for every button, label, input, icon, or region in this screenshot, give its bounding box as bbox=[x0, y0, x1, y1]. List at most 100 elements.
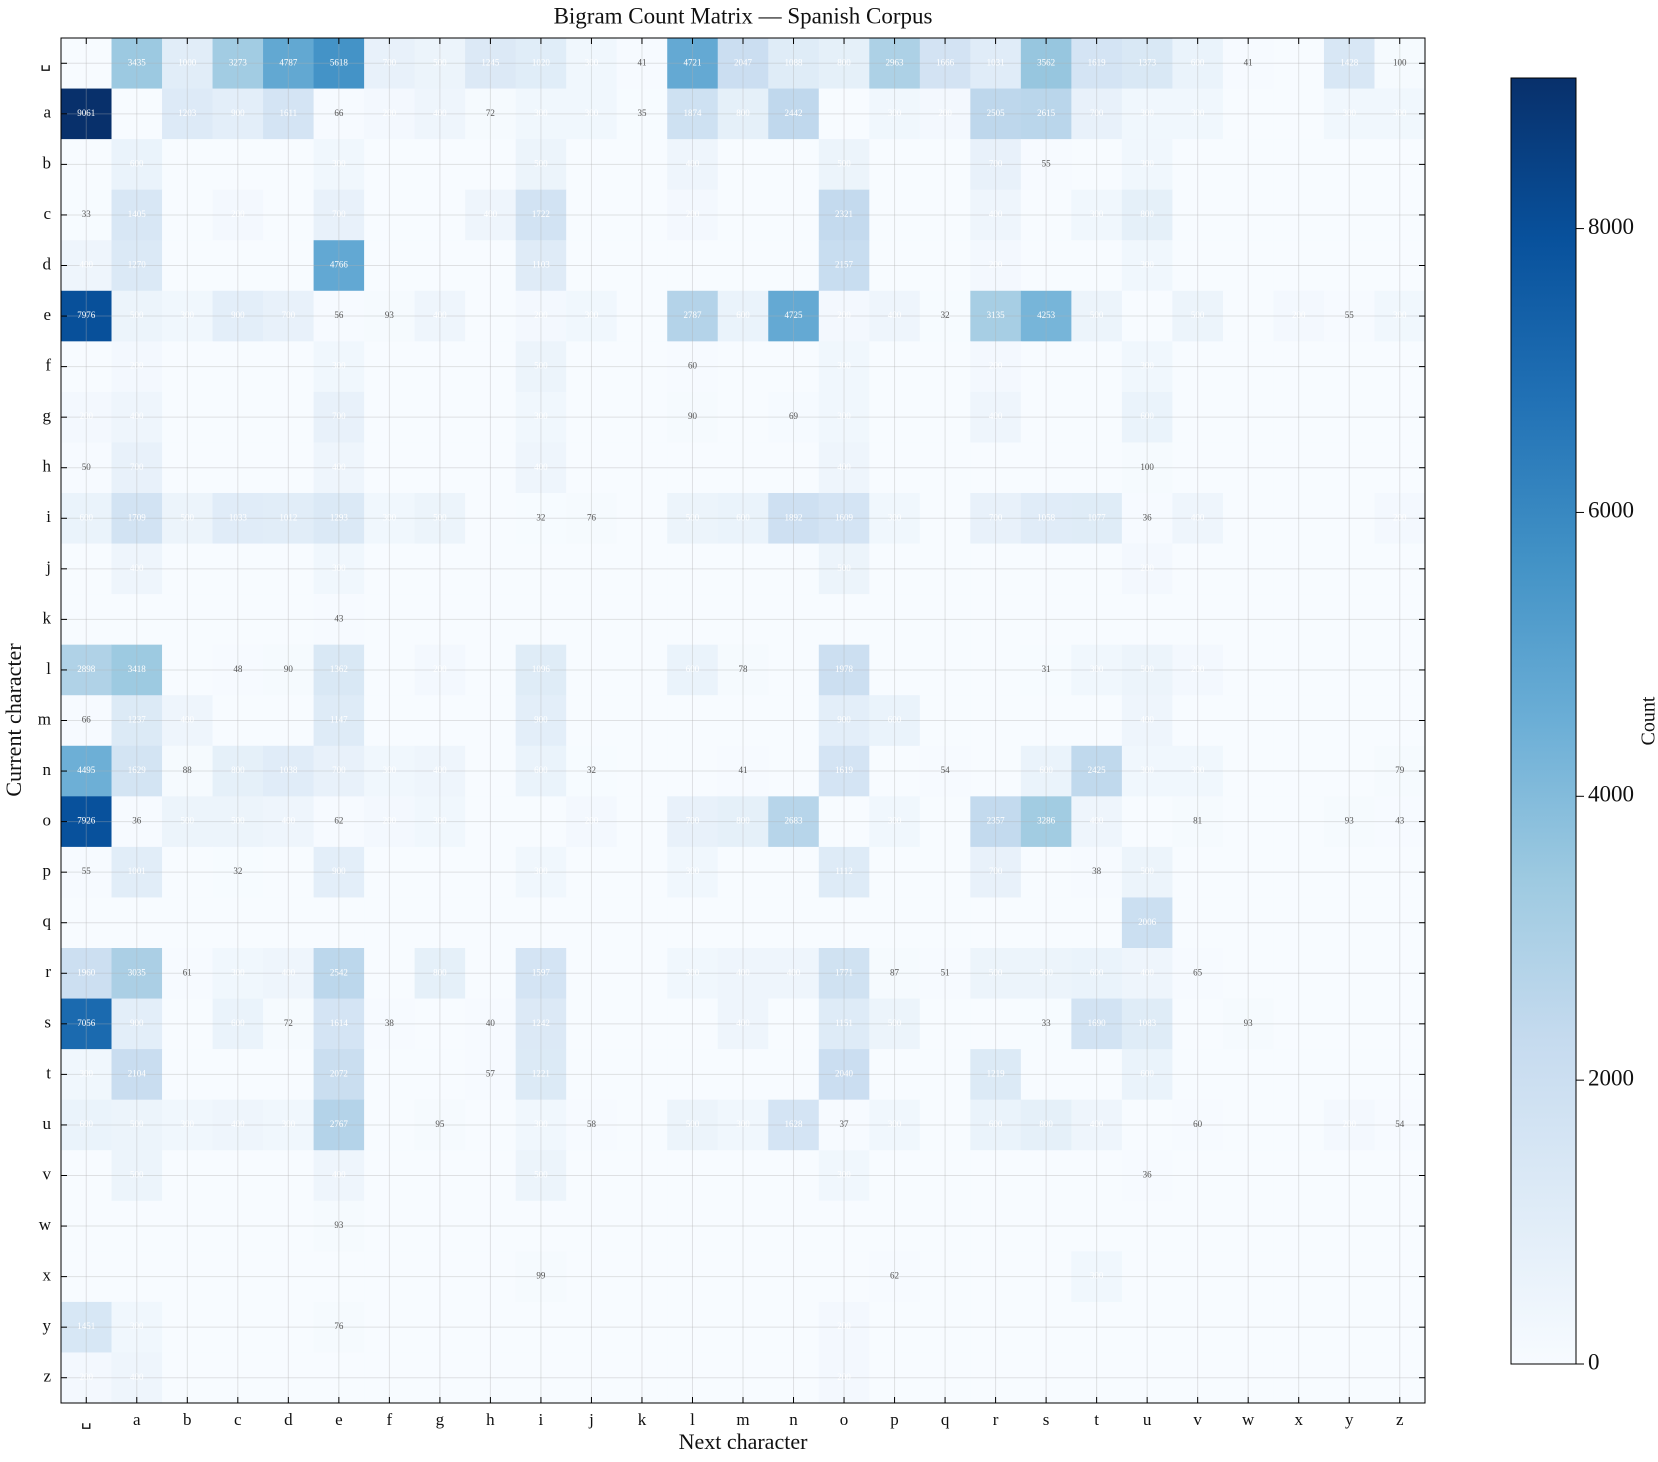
colorbar-label: Count bbox=[1638, 696, 1658, 745]
heatmap-cell bbox=[566, 543, 618, 595]
heatmap-cell bbox=[818, 1049, 870, 1101]
heatmap-cell bbox=[1172, 442, 1224, 494]
heatmap-cell bbox=[111, 189, 163, 241]
heatmap-cell bbox=[717, 341, 769, 393]
cell-label: 38 bbox=[385, 1018, 395, 1028]
heatmap-cell bbox=[162, 1099, 214, 1151]
heatmap-cell bbox=[717, 1352, 769, 1404]
heatmap-cell bbox=[212, 493, 264, 545]
heatmap-cell bbox=[515, 240, 567, 292]
cell-label: 1771 bbox=[835, 967, 853, 977]
heatmap-cell bbox=[768, 493, 820, 545]
heatmap-cell bbox=[667, 341, 719, 393]
cell-label: 300 bbox=[181, 310, 195, 320]
heatmap-cell bbox=[364, 695, 416, 747]
heatmap-cell bbox=[1121, 897, 1173, 949]
heatmap-cell bbox=[364, 594, 416, 646]
cell-label: 3035 bbox=[128, 967, 147, 977]
heatmap-cell bbox=[61, 290, 113, 342]
heatmap-cell bbox=[768, 391, 820, 443]
cell-label: 600 bbox=[1191, 57, 1205, 67]
cell-label: 2006 bbox=[1138, 917, 1157, 927]
heatmap-cell bbox=[818, 290, 870, 342]
cell-label: 40 bbox=[486, 1018, 496, 1028]
heatmap-cell bbox=[919, 1049, 971, 1101]
cell-label: 2321 bbox=[835, 209, 853, 219]
cell-label: 300 bbox=[585, 57, 599, 67]
cell-label: 500 bbox=[686, 512, 700, 522]
heatmap-cell bbox=[869, 998, 921, 1050]
heatmap-cell bbox=[1071, 1301, 1123, 1353]
heatmap-cell bbox=[1222, 644, 1274, 696]
heatmap-cell bbox=[313, 948, 365, 1000]
cell-label: 400 bbox=[1140, 967, 1154, 977]
heatmap-cell bbox=[869, 38, 921, 90]
cell-label: 2072 bbox=[330, 1068, 348, 1078]
cell-label: 2787 bbox=[683, 310, 702, 320]
heatmap-cell bbox=[768, 543, 820, 595]
heatmap-cell bbox=[667, 1251, 719, 1303]
heatmap-cell bbox=[1323, 745, 1375, 797]
cell-label: 1033 bbox=[229, 512, 248, 522]
y-tick-label: y bbox=[43, 1316, 52, 1335]
heatmap-cell bbox=[1273, 1352, 1325, 1404]
cell-label: 500 bbox=[181, 512, 195, 522]
y-axis-label: Current character bbox=[1, 643, 26, 797]
heatmap-cell bbox=[61, 644, 113, 696]
cell-label: 76 bbox=[334, 1321, 344, 1331]
heatmap-cell bbox=[717, 1099, 769, 1151]
heatmap-cell bbox=[869, 846, 921, 898]
heatmap-cell bbox=[970, 442, 1022, 494]
heatmap-cell bbox=[111, 1150, 163, 1202]
y-tick-label: p bbox=[43, 861, 52, 880]
heatmap-cell bbox=[566, 594, 618, 646]
heatmap-cell bbox=[970, 846, 1022, 898]
heatmap-cell bbox=[212, 88, 264, 140]
heatmap-cell bbox=[1172, 88, 1224, 140]
cell-label: 500 bbox=[130, 310, 144, 320]
heatmap-cell bbox=[970, 341, 1022, 393]
cell-label: 88 bbox=[183, 765, 193, 775]
heatmap-cell bbox=[1323, 240, 1375, 292]
cell-label: 900 bbox=[534, 715, 548, 725]
cell-label: 600 bbox=[686, 664, 700, 674]
heatmap-cell bbox=[364, 1200, 416, 1252]
heatmap-cell bbox=[61, 189, 113, 241]
heatmap-cell bbox=[313, 1251, 365, 1303]
heatmap-cell bbox=[212, 1049, 264, 1101]
heatmap-cell bbox=[1374, 948, 1426, 1000]
heatmap-cell bbox=[263, 290, 315, 342]
heatmap-cell bbox=[465, 948, 517, 1000]
heatmap-cell bbox=[717, 1150, 769, 1202]
x-tick-label: o bbox=[840, 1410, 849, 1429]
heatmap-cell bbox=[768, 442, 820, 494]
heatmap-cell bbox=[768, 240, 820, 292]
heatmap-cell bbox=[263, 493, 315, 545]
cell-label: 200 bbox=[231, 209, 245, 219]
heatmap-cell bbox=[414, 796, 466, 848]
cell-label: 1373 bbox=[1138, 57, 1157, 67]
heatmap-cell bbox=[818, 391, 870, 443]
cell-label: 800 bbox=[837, 57, 851, 67]
cell-label: 33 bbox=[1042, 1018, 1052, 1028]
heatmap-cell bbox=[1071, 189, 1123, 241]
heatmap-cell bbox=[1374, 493, 1426, 545]
heatmap-cell bbox=[768, 644, 820, 696]
heatmap-cell bbox=[263, 695, 315, 747]
heatmap-cell bbox=[1121, 189, 1173, 241]
heatmap-cell bbox=[414, 38, 466, 90]
heatmap-cell bbox=[162, 88, 214, 140]
heatmap-cell bbox=[717, 442, 769, 494]
y-tick-label: q bbox=[43, 912, 52, 931]
heatmap-cell bbox=[465, 594, 517, 646]
heatmap-cell bbox=[616, 594, 668, 646]
heatmap-cell bbox=[414, 1301, 466, 1353]
heatmap-cell bbox=[1121, 139, 1173, 191]
y-tick-label: s bbox=[44, 1013, 51, 1032]
cell-label: 400 bbox=[1090, 1119, 1104, 1129]
heatmap-cell bbox=[1121, 1150, 1173, 1202]
cell-label: 4787 bbox=[279, 57, 298, 67]
heatmap-cell bbox=[1020, 1301, 1072, 1353]
cell-label: 600 bbox=[989, 1119, 1003, 1129]
heatmap-cell bbox=[1172, 38, 1224, 90]
